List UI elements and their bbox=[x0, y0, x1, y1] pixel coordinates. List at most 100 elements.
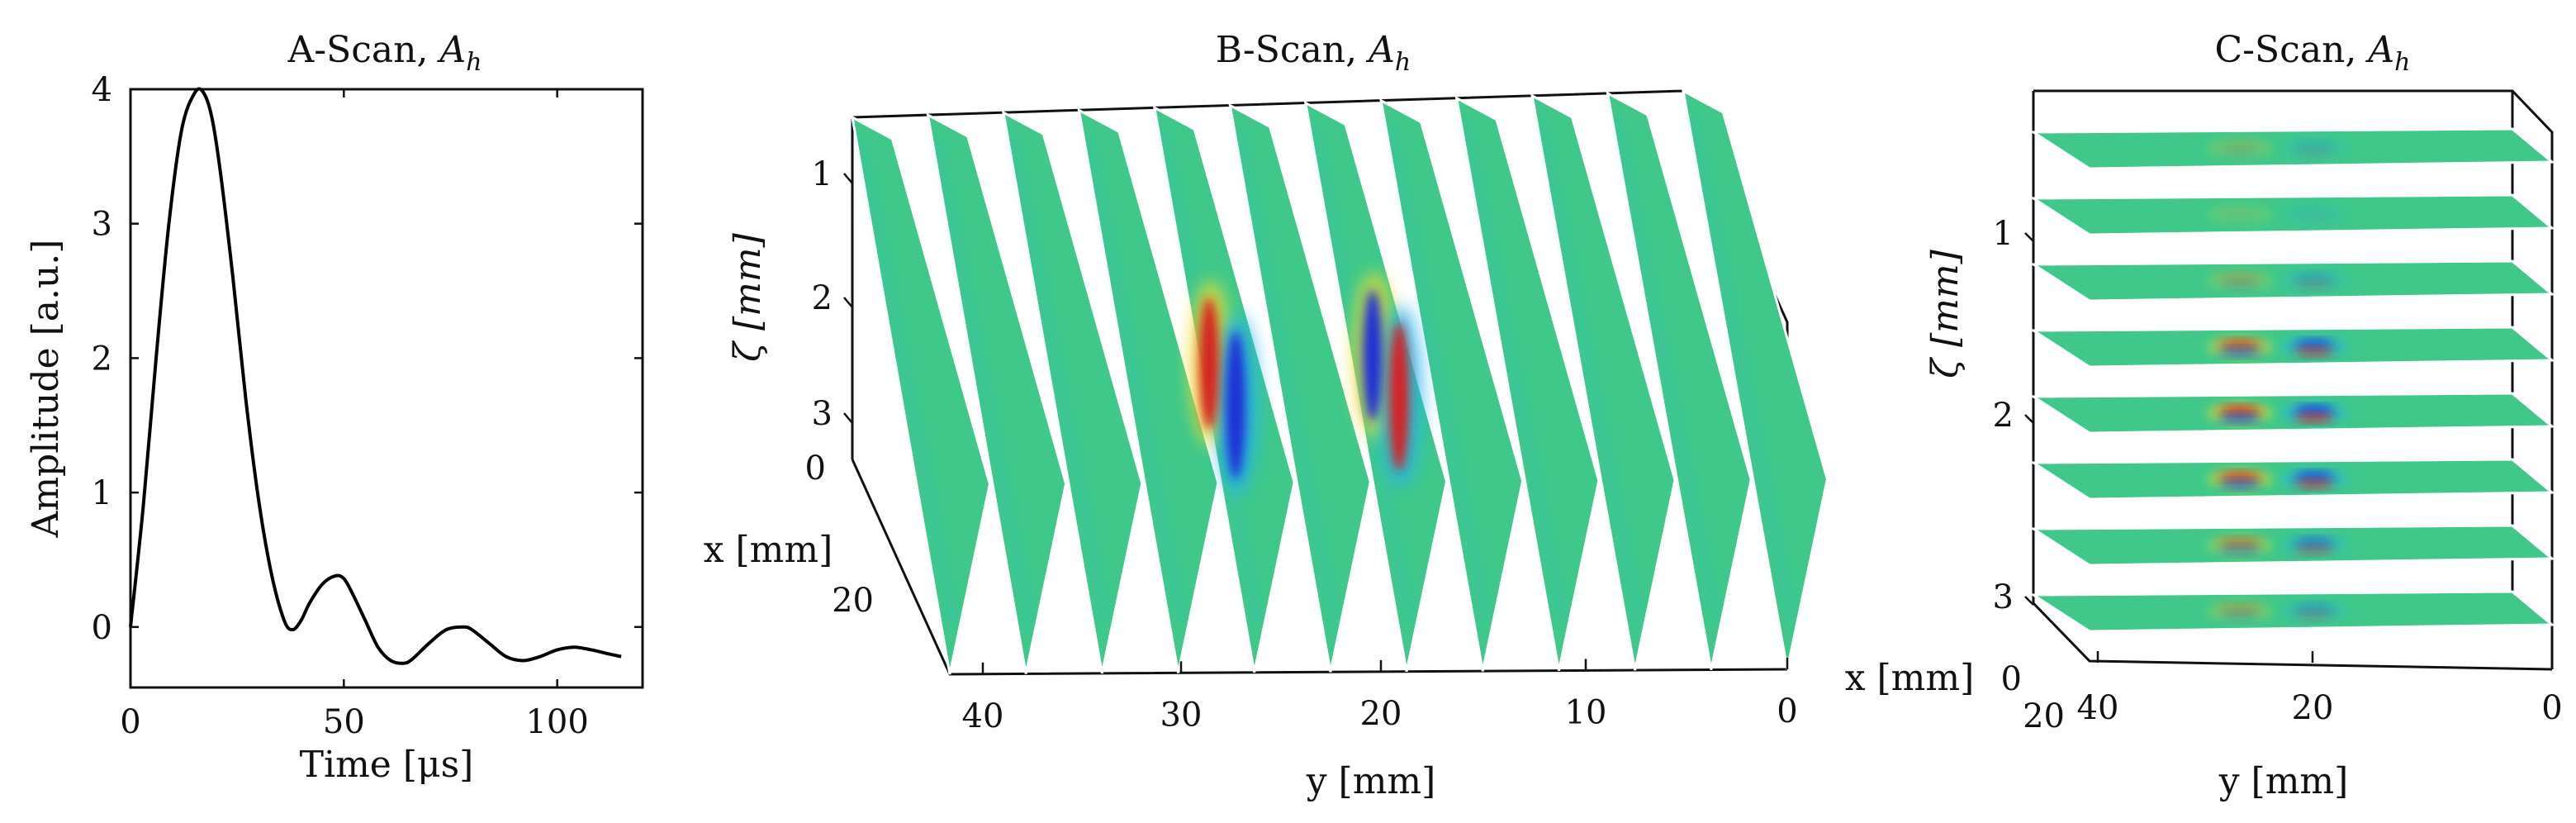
b-scan-ztick-mark bbox=[843, 412, 853, 424]
b-scan-slice-texture bbox=[1388, 125, 1491, 622]
c-scan-slice bbox=[2028, 193, 2556, 236]
c-scan-ytick-label: 0 bbox=[2541, 689, 2562, 727]
b-scan-slice bbox=[850, 115, 991, 675]
b-scan-slice-texture bbox=[860, 141, 957, 626]
c-scan-core-2 bbox=[2218, 546, 2261, 554]
c-scan-top-edges bbox=[2033, 89, 2554, 669]
c-scan-ztick-label: 3 bbox=[1993, 578, 2014, 616]
b-scan-slice-texture bbox=[1539, 120, 1643, 621]
b-scan-defect-indication bbox=[1189, 281, 1259, 496]
a-scan-xlabel: Time [μs] bbox=[300, 744, 474, 786]
b-scan-ylabel: y [mm] bbox=[1306, 760, 1436, 802]
c-scan-core-2 bbox=[2218, 480, 2261, 488]
b-scan-slice-texture bbox=[1237, 129, 1338, 623]
b-scan-slice bbox=[1228, 102, 1372, 673]
b-scan-slice bbox=[1077, 107, 1220, 673]
c-scan-core-3 bbox=[2294, 604, 2334, 612]
c-scan-core-2 bbox=[2218, 282, 2261, 290]
b-scan-slice-sheet bbox=[1606, 91, 1753, 670]
b-scan-xtick-label: 0 bbox=[805, 450, 826, 488]
a-scan-ytick-label: 0 bbox=[92, 609, 112, 647]
b-scan-slice bbox=[1681, 88, 1829, 670]
c-scan-ztick-mark bbox=[2024, 414, 2034, 424]
c-scan-core-1 bbox=[2218, 274, 2261, 282]
c-scan-slice bbox=[2028, 127, 2556, 170]
c-scan-bottom-edges bbox=[2032, 602, 2553, 671]
b-scan-ytick-label: 40 bbox=[962, 697, 1004, 735]
b-scan-slice bbox=[1379, 98, 1525, 672]
c-scan-slice bbox=[2028, 259, 2556, 302]
c-scan-slice bbox=[2028, 392, 2556, 435]
b-scan-xtick-label: 20 bbox=[832, 582, 874, 620]
c-scan-core-2 bbox=[2218, 414, 2261, 422]
c-scan-core-3 bbox=[2294, 274, 2334, 282]
c-scan-core-1 bbox=[2218, 406, 2261, 414]
a-scan-ylabel: Amplitude [a.u.] bbox=[25, 240, 67, 539]
b-scan-slice bbox=[1530, 93, 1677, 671]
c-scan-ztick-mark bbox=[2024, 596, 2034, 606]
c-scan-core-1 bbox=[2218, 538, 2261, 546]
c-scan-core-4 bbox=[2294, 546, 2334, 554]
b-scan-defect-indication bbox=[1353, 273, 1422, 488]
a-scan-xtick-label: 100 bbox=[525, 703, 588, 741]
c-scan-core-1 bbox=[2218, 141, 2261, 150]
c-scan-core-3 bbox=[2294, 538, 2334, 546]
b-scan-core-1 bbox=[1199, 297, 1219, 430]
a-scan-axes-box bbox=[129, 88, 644, 689]
a-scan-title: A-Scan, Ah bbox=[287, 29, 482, 77]
b-scan-slice bbox=[1606, 91, 1753, 670]
c-scan-zlabel: ζ [mm] bbox=[1924, 249, 1966, 378]
b-scan-slice bbox=[1454, 95, 1601, 671]
b-scan-ytick-label: 30 bbox=[1160, 696, 1203, 734]
b-scan-zlabel: ζ [mm] bbox=[727, 232, 769, 361]
b-scan-ztick-label: 2 bbox=[812, 279, 833, 317]
b-scan-ztick-mark bbox=[843, 297, 853, 308]
c-scan-core-3 bbox=[2294, 406, 2334, 414]
b-scan-slice-texture bbox=[1615, 117, 1719, 621]
c-scan-slice bbox=[2028, 458, 2556, 501]
b-scan-slice-texture bbox=[1691, 115, 1795, 621]
c-scan-core-3 bbox=[2294, 340, 2334, 348]
c-scan-core-3 bbox=[2294, 472, 2334, 480]
a-scan-ytick-label: 1 bbox=[92, 474, 112, 512]
c-scan-core-4 bbox=[2294, 612, 2334, 621]
b-scan-slice-texture bbox=[935, 139, 1034, 626]
b-scan-slice-sheet bbox=[1681, 88, 1829, 670]
c-scan-title: C-Scan, Ah bbox=[2215, 29, 2411, 77]
c-scan-core-4 bbox=[2294, 216, 2334, 224]
a-scan-ticks: 0 50 100 0 1 2 3 4 bbox=[92, 71, 643, 741]
c-scan-core-1 bbox=[2218, 207, 2261, 216]
c-scan-slices bbox=[2028, 127, 2556, 633]
b-scan-slice-texture bbox=[1086, 134, 1186, 624]
c-scan-core-1 bbox=[2218, 340, 2261, 348]
c-scan-core-4 bbox=[2294, 480, 2334, 488]
c-scan-ztick-label: 1 bbox=[1993, 215, 2014, 253]
c-scan-ylabel: y [mm] bbox=[2218, 760, 2349, 802]
b-scan-slice-sheet bbox=[1379, 98, 1525, 672]
b-scan-slice bbox=[1001, 110, 1144, 674]
a-scan-ytick-label: 3 bbox=[92, 206, 112, 244]
a-scan-xtick-label: 50 bbox=[323, 703, 365, 741]
c-scan-slice bbox=[2028, 524, 2556, 567]
c-scan-ztick-mark bbox=[2024, 232, 2034, 242]
a-scan-series-line bbox=[129, 87, 622, 665]
c-scan-ytick-label: 20 bbox=[2292, 689, 2334, 727]
b-scan-slices bbox=[850, 88, 1829, 675]
a-scan-ytick-label: 4 bbox=[92, 71, 112, 109]
c-scan-core-4 bbox=[2294, 150, 2334, 158]
c-scan-xtick-label: 20 bbox=[2023, 697, 2065, 735]
b-scan-ztick-label: 3 bbox=[812, 395, 833, 433]
b-scan-xdepth-label: x [mm] bbox=[704, 529, 833, 571]
a-scan-xtick-label: 0 bbox=[120, 703, 140, 741]
c-scan-slice bbox=[2028, 326, 2556, 369]
c-scan-core-1 bbox=[2218, 604, 2261, 612]
b-scan-slice-texture bbox=[1464, 122, 1567, 622]
c-scan-xdepth-label: x [mm] bbox=[1845, 657, 1975, 699]
c-scan-core-4 bbox=[2294, 282, 2334, 290]
